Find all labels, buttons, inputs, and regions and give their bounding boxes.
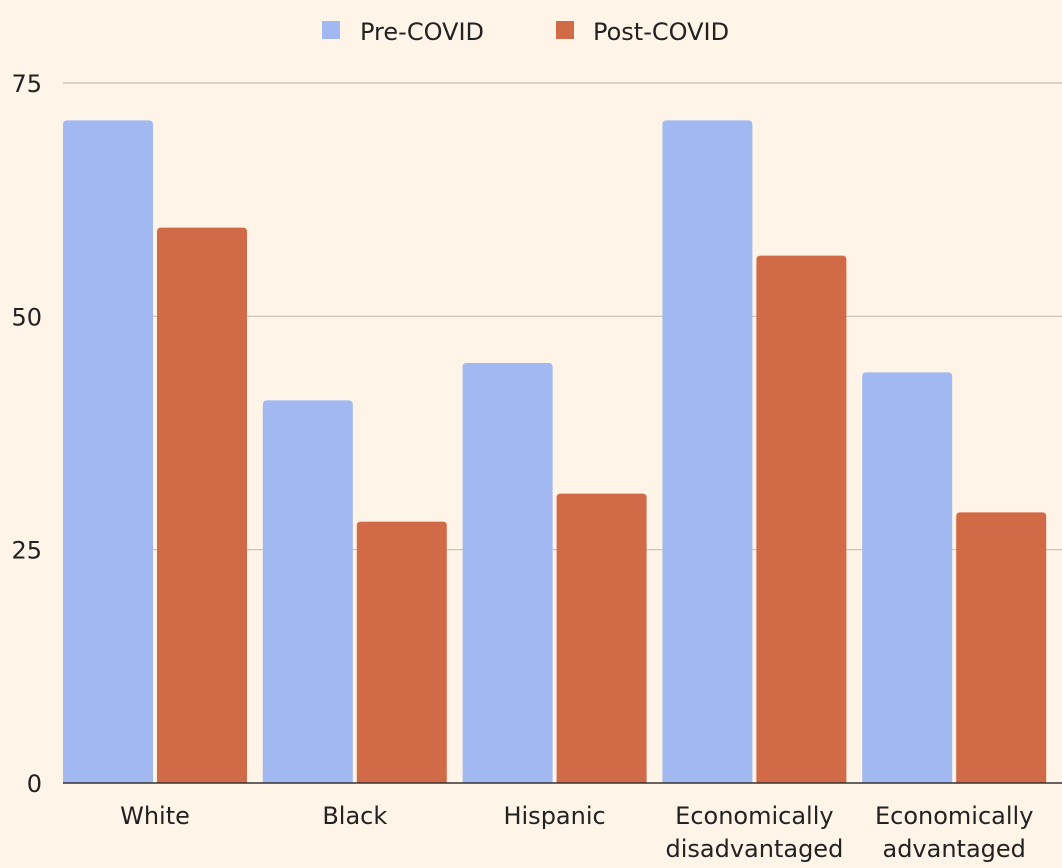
y-tick-label: 25 [11,537,42,565]
bar-post-covid-1 [356,521,447,783]
x-category-label: White [120,802,190,830]
bar-pre-covid-0 [63,120,153,784]
x-category-label: Economically [875,802,1033,830]
y-tick-label: 50 [11,303,42,331]
legend-swatch-pre-covid [322,21,340,39]
x-category-label: Economically [675,802,833,830]
y-tick-label: 75 [11,70,42,98]
bar-post-covid-4 [956,512,1047,783]
y-axis-ticks: 0 25 50 75 [11,70,42,798]
x-category-label: Black [322,802,387,830]
legend-swatch-post-covid [556,21,574,39]
x-category-label: disadvantaged [665,835,843,863]
bars [63,120,1047,784]
x-category-label: Hispanic [503,802,605,830]
bar-post-covid-3 [756,255,847,783]
y-tick-label: 0 [27,770,42,798]
bar-pre-covid-4 [862,372,953,783]
legend-label-pre-covid: Pre-COVID [360,18,484,46]
bar-pre-covid-1 [262,400,353,783]
legend-label-post-covid: Post-COVID [593,18,729,46]
x-category-label: advantaged [882,835,1025,863]
bar-pre-covid-2 [462,363,553,783]
x-axis-labels: White Black Hispanic Economically disadvanta… [120,802,1033,863]
bar-post-covid-0 [157,227,247,783]
bar-pre-covid-3 [662,120,753,784]
legend: Pre-COVID Post-COVID [322,18,729,46]
bar-post-covid-2 [556,493,647,783]
